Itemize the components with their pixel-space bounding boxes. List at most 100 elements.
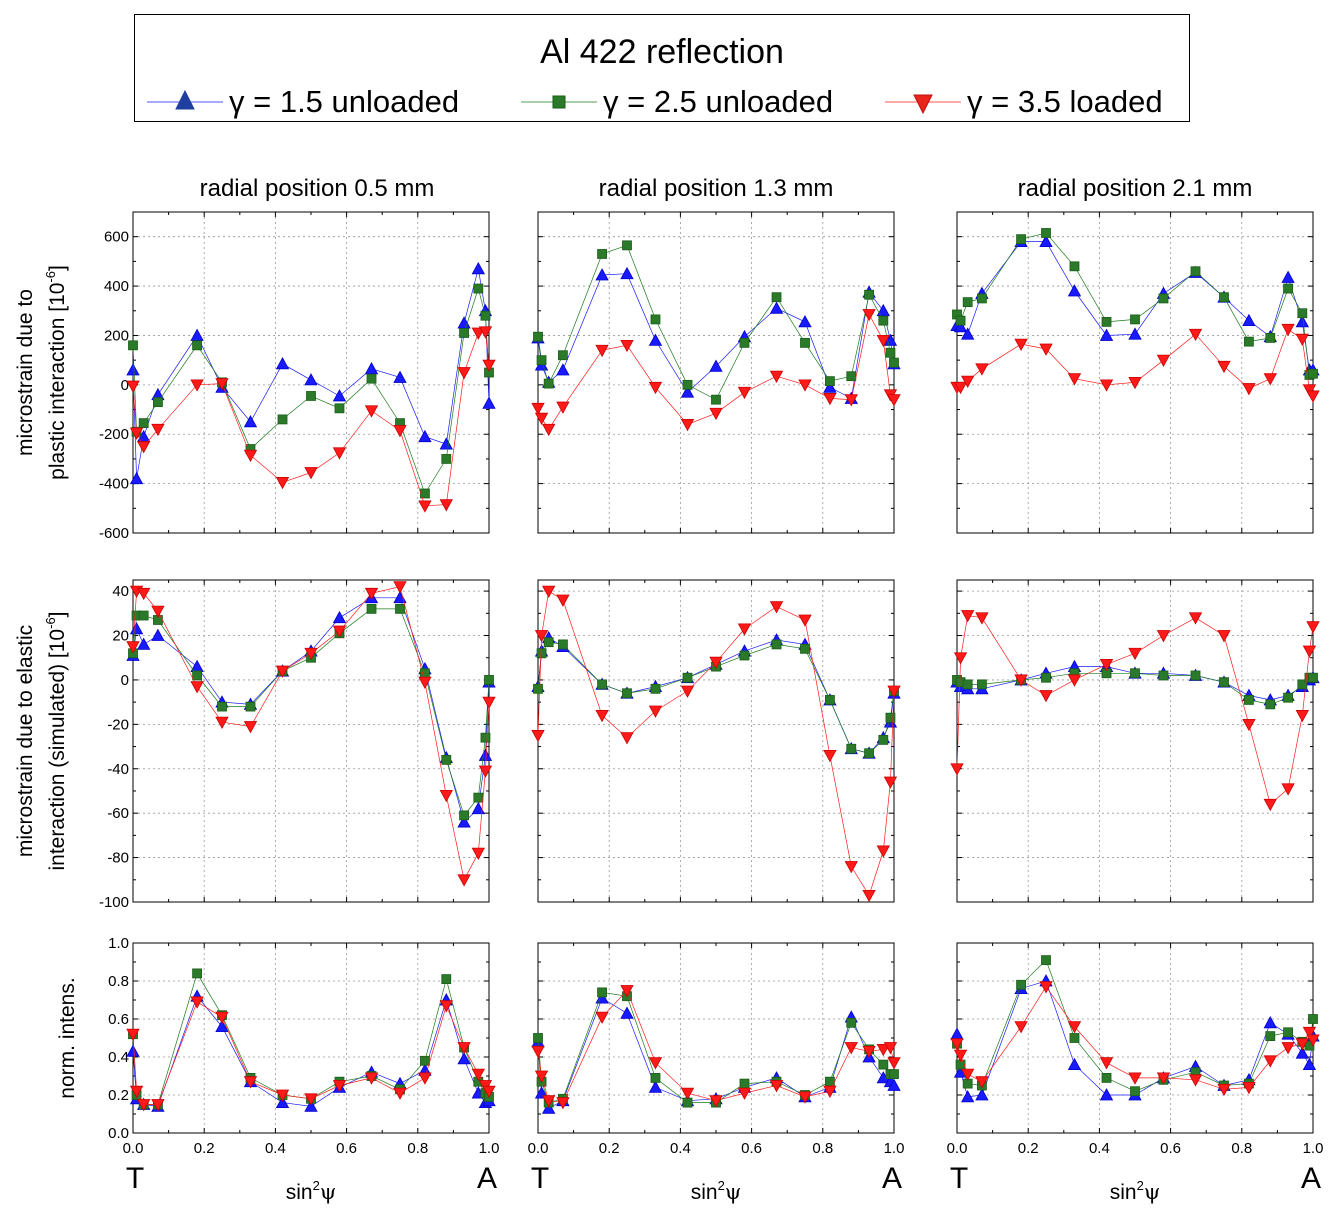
data-point-triangle-up [1302, 1057, 1317, 1070]
data-point-triangle-up [1099, 1088, 1114, 1101]
data-point-square [543, 637, 554, 648]
data-point-square [955, 315, 966, 326]
data-point-triangle-down [190, 996, 204, 1009]
data-point-triangle-down [1099, 379, 1114, 392]
data-point-triangle-down [648, 381, 663, 395]
data-point-square [441, 754, 452, 765]
data-point-triangle-down [393, 1087, 407, 1100]
x-axis-label-base: sin [691, 1181, 718, 1204]
data-point-triangle-up [1128, 327, 1142, 340]
x-end-label-right: A [882, 1162, 902, 1195]
data-point-triangle-up [126, 363, 140, 376]
data-point-triangle-down [418, 1072, 432, 1085]
data-point-triangle-down [975, 363, 989, 376]
data-point-triangle-down [844, 861, 858, 874]
series-line-3 [132, 586, 490, 881]
chart-panel-r1-c0: -100 -80 -60 -40 -20 0 20 40 [99, 579, 496, 911]
data-point-triangle-up [275, 1095, 290, 1108]
data-point-square [334, 403, 345, 414]
data-point-triangle-down [620, 732, 634, 745]
y-tick-label: 1.0 [108, 935, 129, 952]
data-point-square [473, 792, 484, 803]
data-point-square [536, 648, 547, 659]
data-point-triangle-up [129, 622, 144, 635]
data-point-triangle-down [953, 1049, 968, 1062]
series-line-2 [537, 244, 895, 401]
data-point-triangle-down [126, 1028, 140, 1042]
data-point-triangle-down [151, 605, 165, 618]
data-point-triangle-down [844, 394, 858, 407]
data-point-triangle-up [418, 429, 432, 443]
data-point-triangle-down [1014, 674, 1028, 687]
data-point-triangle-down [137, 1099, 151, 1112]
series-line-3 [537, 989, 895, 1103]
data-point-triangle-down [129, 427, 144, 440]
data-point-square [889, 1069, 899, 1079]
data-point-triangle-up [950, 1027, 964, 1040]
x-end-label-left: T [531, 1162, 549, 1195]
data-point-square [1158, 293, 1169, 304]
plot-frame [132, 579, 490, 903]
data-point-square [977, 293, 987, 304]
data-point-square [533, 683, 543, 694]
y-axis-label-bracket: ] [46, 265, 69, 271]
data-point-square [420, 1055, 430, 1066]
data-point-triangle-down [457, 874, 471, 887]
data-point-triangle-down [950, 1038, 964, 1051]
data-point-triangle-down [1067, 674, 1082, 687]
y-tick-label: 0.8 [108, 973, 129, 990]
y-axis-label-line2: plastic interaction [10-6] [43, 265, 69, 480]
data-point-square [441, 454, 452, 464]
legend: Al 422 reflection γ = 1.5 unloaded γ = 2… [134, 14, 1190, 122]
data-point-square [1041, 672, 1051, 683]
series-line-2 [132, 972, 490, 1105]
x-axis-label-sup: 2 [718, 1178, 725, 1193]
data-point-triangle-down [126, 380, 140, 393]
data-point-triangle-up [876, 303, 890, 317]
data-point-square [825, 376, 835, 387]
data-point-triangle-down [215, 716, 229, 729]
data-point-triangle-up [975, 1088, 989, 1101]
data-point-square [366, 603, 377, 614]
x-end-label-left: T [126, 1162, 144, 1195]
data-point-triangle-down [1281, 1042, 1295, 1055]
data-point-triangle-down [1306, 1034, 1320, 1047]
x-axis-label: sin2ψ [286, 1178, 337, 1204]
data-point-square [864, 748, 874, 759]
y-tick-label: -80 [107, 850, 129, 867]
data-point-triangle-down [137, 441, 151, 454]
data-point-square [977, 679, 987, 690]
data-point-triangle-down [478, 326, 493, 339]
data-point-square [1041, 955, 1051, 965]
data-point-triangle-down [542, 1095, 556, 1108]
data-point-triangle-down [1242, 1082, 1256, 1095]
legend-marker-triangle-down-icon [885, 94, 961, 115]
data-point-triangle-down [304, 467, 318, 480]
data-point-square [800, 643, 810, 654]
data-point-square [558, 639, 568, 650]
data-point-triangle-down [1306, 621, 1320, 634]
data-point-triangle-down [798, 614, 812, 627]
data-point-square [878, 315, 889, 326]
legend-item-gamma-3-5: γ = 3.5 loaded [885, 81, 1163, 123]
data-point-triangle-down [1306, 390, 1320, 403]
series-line-2 [956, 232, 1314, 376]
data-point-triangle-down [680, 685, 695, 698]
data-point-triangle-down [595, 710, 609, 723]
data-point-square [771, 292, 782, 303]
y-axis-label-line2: interaction (simulated) [10-6] [43, 611, 69, 870]
data-point-square [459, 328, 469, 338]
data-point-triangle-down [769, 370, 784, 384]
plot-frame [956, 579, 1314, 903]
data-point-triangle-down [1067, 373, 1082, 386]
chart-panel-r1-c1 [531, 579, 901, 903]
chart-panel-r0-c2 [950, 211, 1320, 534]
data-point-triangle-down [1302, 1026, 1317, 1040]
data-point-square [480, 732, 491, 743]
x-tick-label: 0.8 [812, 1140, 833, 1157]
data-point-triangle-down [304, 1093, 318, 1106]
data-point-triangle-down [769, 1080, 784, 1093]
data-point-triangle-up [556, 363, 570, 376]
data-point-triangle-down [862, 889, 876, 903]
data-point-square [192, 340, 202, 351]
